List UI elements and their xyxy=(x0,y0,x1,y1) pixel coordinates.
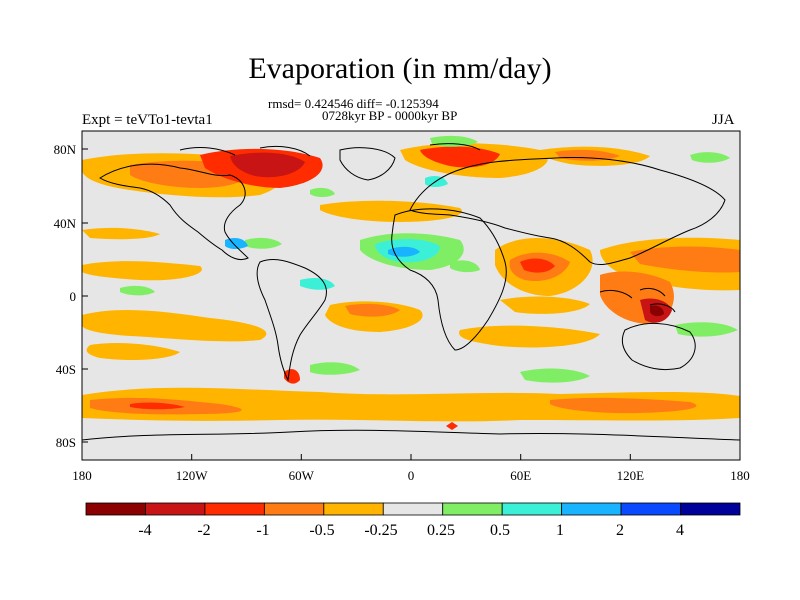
contour-region xyxy=(82,387,740,422)
x-tick-label: 120W xyxy=(176,468,209,483)
contour-region xyxy=(82,227,160,240)
contour-region xyxy=(550,397,697,414)
contour-region xyxy=(420,146,500,168)
x-tick-label: 120E xyxy=(617,468,645,483)
y-tick-label: 80S xyxy=(56,435,76,450)
contour-region xyxy=(130,402,185,410)
colorbar xyxy=(85,502,741,516)
coastline-indonesia xyxy=(599,287,676,313)
colorbar-label: 0.5 xyxy=(490,522,510,539)
colorbar-label: -1 xyxy=(256,522,269,539)
colorbar-swatch xyxy=(382,502,444,516)
x-tick-label: 180 xyxy=(72,468,92,483)
experiment-label: Expt = teVTo1-tevta1 xyxy=(82,112,213,128)
colorbar-swatch xyxy=(620,502,681,516)
colorbar-label: 1 xyxy=(556,522,564,539)
coastline-greenland xyxy=(339,147,396,181)
x-tick-label: 60E xyxy=(510,468,531,483)
x-tick-label: 60W xyxy=(289,468,315,483)
colorbar-swatch xyxy=(442,502,503,516)
contour-region xyxy=(86,342,180,360)
colorbar-swatch xyxy=(145,502,206,516)
contour-region xyxy=(310,362,360,375)
y-tick-label: 0 xyxy=(70,289,77,304)
contour-region xyxy=(630,246,740,273)
contour-region xyxy=(300,278,335,290)
colorbar-swatch xyxy=(204,502,265,516)
coastline-north-america xyxy=(99,163,249,261)
contour-region xyxy=(310,187,335,197)
contour-region xyxy=(425,176,448,187)
map-title: Evaporation (in mm/day) xyxy=(248,52,552,85)
coastline-south-america xyxy=(256,259,327,382)
contour-region xyxy=(120,285,155,296)
y-tick-label: 40N xyxy=(54,216,77,231)
contour-region xyxy=(388,246,420,257)
contour-region xyxy=(320,200,462,222)
y-tick-label: 80N xyxy=(54,142,77,157)
colorbar-label: 2 xyxy=(616,522,624,539)
contour-region xyxy=(459,325,600,348)
colorbar-label: 4 xyxy=(676,522,684,539)
coastline-australia xyxy=(621,322,696,371)
y-tick-marks xyxy=(82,148,88,443)
colorbar-label: -2 xyxy=(197,522,210,539)
x-tick-label: 0 xyxy=(408,468,415,483)
colorbar-swatch xyxy=(501,502,563,516)
colorbar-label: -4 xyxy=(138,522,151,539)
colorbar-label: 0.25 xyxy=(427,522,455,539)
stats-subtitle: rmsd= 0.424546 diff= -0.125394 xyxy=(268,96,439,111)
contour-region xyxy=(230,152,305,178)
colorbar-swatch xyxy=(323,502,384,516)
contour-region xyxy=(82,309,267,342)
colorbar-swatch xyxy=(85,502,146,516)
x-tick-label: 180 xyxy=(730,468,750,483)
coastlines xyxy=(82,143,740,441)
contour-region xyxy=(450,260,480,273)
contour-region xyxy=(690,152,730,163)
coastline-eurasia xyxy=(409,157,726,265)
season-label: JJA xyxy=(712,112,735,128)
coastline-antarctica xyxy=(82,429,740,441)
x-tick-marks xyxy=(81,454,741,460)
coastline-arctic-islands xyxy=(179,143,481,157)
contour-region xyxy=(520,258,555,273)
period-subtitle: 0728kyr BP - 0000kyr BP xyxy=(322,108,458,123)
contour-region xyxy=(555,149,620,161)
colorbar-swatch xyxy=(561,502,622,516)
contour-region xyxy=(446,422,458,430)
contour-region xyxy=(345,303,400,317)
contour-region xyxy=(650,305,664,317)
contour-region xyxy=(520,368,590,383)
contour-region xyxy=(82,261,202,281)
map-field xyxy=(82,131,740,460)
colorbar-swatch xyxy=(263,502,325,516)
colorbar-label: -0.5 xyxy=(309,522,334,539)
colorbar-swatch xyxy=(680,502,741,516)
y-tick-label: 40S xyxy=(56,362,76,377)
contour-region xyxy=(500,296,590,314)
contour-region xyxy=(245,237,282,249)
colorbar-label: -0.25 xyxy=(364,522,397,539)
